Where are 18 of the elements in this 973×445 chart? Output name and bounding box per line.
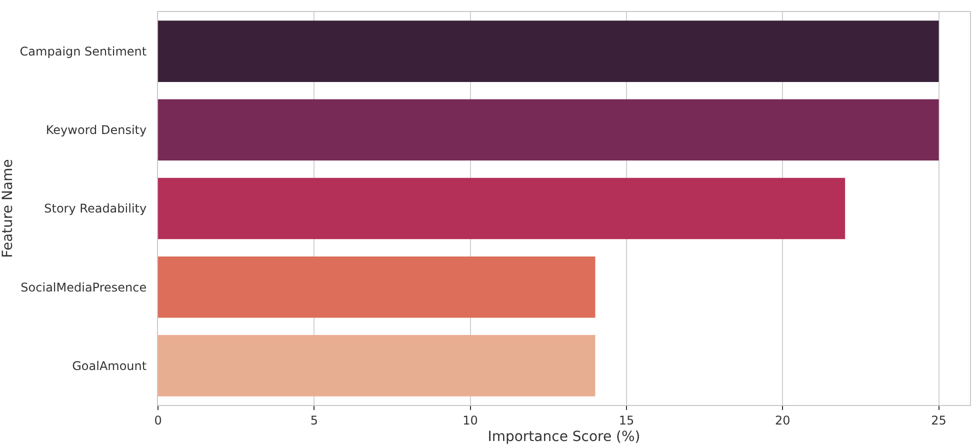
y-tick-label: GoalAmount [72,358,147,373]
bar [158,99,939,161]
x-tick-label: 20 [774,413,790,428]
x-tick-label: 10 [462,413,478,428]
x-tick-label: 25 [931,413,946,428]
bar [158,20,939,82]
y-tick-label: Story Readability [44,202,147,216]
y-tick-label: SocialMediaPresence [20,280,147,294]
bar [158,335,596,396]
x-tick-label: 0 [154,413,162,428]
x-axis-title: Importance Score (%) [488,429,640,445]
x-tick-label: 5 [310,413,318,428]
y-tick-label: Campaign Sentiment [20,44,147,58]
y-tick-label: Keyword Density [46,123,147,138]
x-tick-label: 15 [618,413,634,428]
bar [158,178,846,240]
bar [158,256,596,318]
y-axis-title: Feature Name [0,159,16,258]
